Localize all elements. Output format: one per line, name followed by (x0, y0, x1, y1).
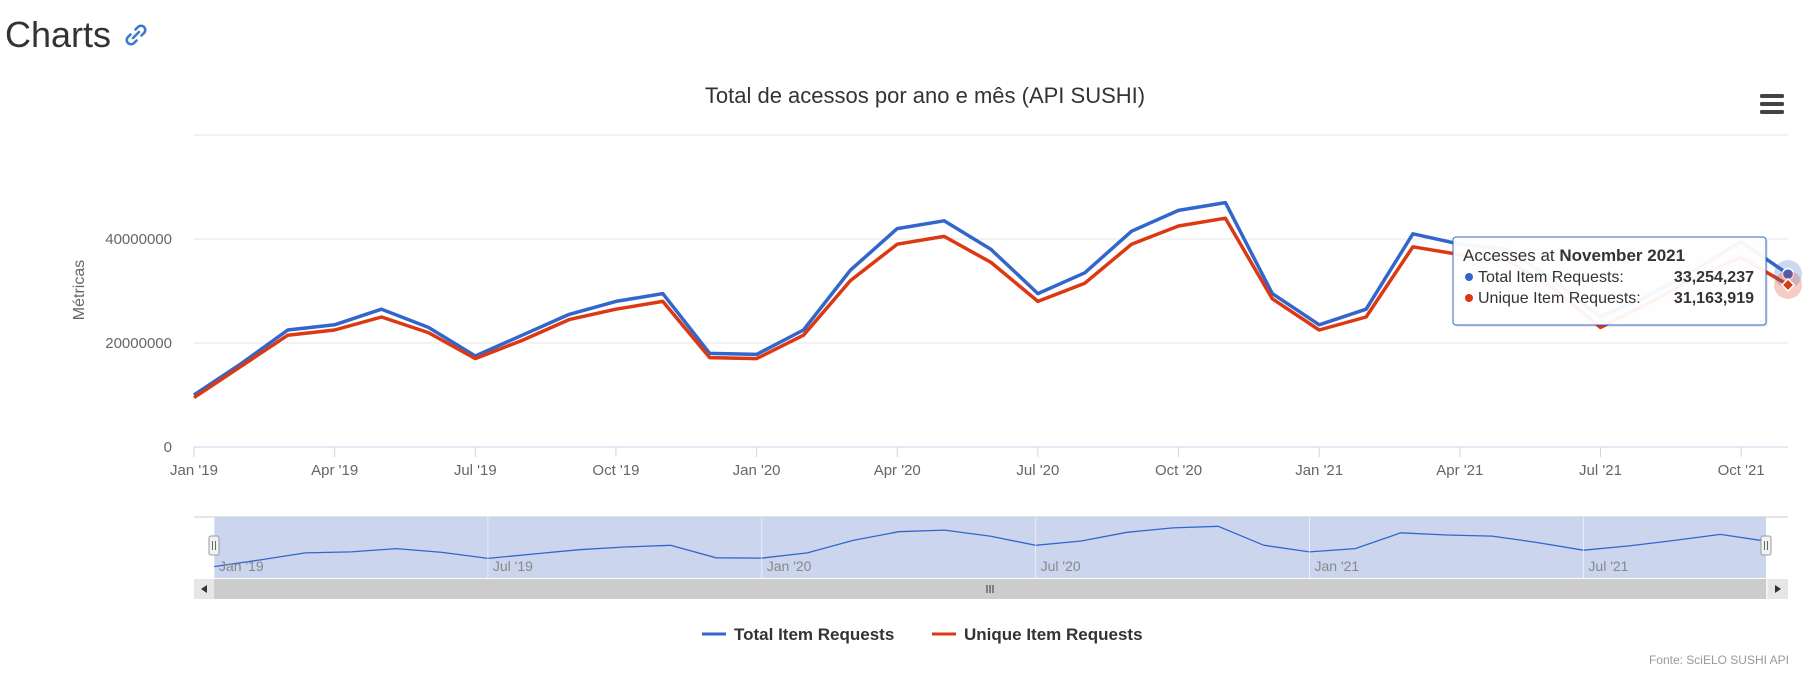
navigator[interactable]: Jan '19 Jul '19 Jan '20 Jul '20 Jan '21 Jul '… (194, 516, 1788, 599)
x-tick-label: Jul '21 (1579, 462, 1622, 479)
y-axis-title: Métricas (71, 260, 88, 320)
navigator-tick-label: Jul '21 (1588, 558, 1628, 574)
y-tick-label: 0 (164, 439, 172, 456)
tooltip-box (1452, 236, 1767, 326)
x-tick-label: Apr '21 (1436, 462, 1483, 479)
tooltip-period: November 2021 (1559, 246, 1685, 265)
legend: Total Item Requests Unique Item Requests (702, 625, 1143, 644)
page-title: Charts (5, 14, 112, 55)
tooltip-row-label: Total Item Requests: (1478, 269, 1624, 286)
x-tick-label: Oct '20 (1155, 462, 1202, 479)
legend-label: Total Item Requests (734, 625, 894, 644)
scrollbar[interactable] (194, 579, 1788, 599)
x-tick-label: Jan '21 (1295, 462, 1343, 479)
tooltip-prefix: Accesses at (1463, 246, 1559, 265)
handle-body (208, 535, 220, 556)
arrow-right-icon (1775, 585, 1781, 593)
legend-item[interactable]: Unique Item Requests (932, 625, 1143, 644)
navigator-tick-label: Jan '20 (767, 558, 812, 574)
handle-body (1760, 535, 1772, 556)
y-tick-label: 40000000 (105, 231, 172, 248)
tooltip-bullet (1465, 294, 1473, 302)
y-axis: 0 20000000 40000000 (105, 231, 172, 456)
x-axis: Jan '19 Apr '19 Jul '19 Oct '19 Jan '20 Apr '… (170, 446, 1788, 479)
navigator-left-handle[interactable] (208, 535, 220, 556)
navigator-tick-label: Jul '19 (493, 558, 533, 574)
tooltip-row-value: 33,254,237 (1674, 269, 1754, 286)
navigator-tick-label: Jul '20 (1041, 558, 1081, 574)
menu-icon[interactable] (1759, 93, 1785, 121)
x-tick-label: Apr '20 (874, 462, 921, 479)
x-tick-label: Jan '20 (733, 462, 781, 479)
navigator-series (213, 525, 1767, 568)
navigator-tick-label: Jan '19 (219, 558, 264, 574)
hover-point-unique (1780, 277, 1796, 293)
navigator-right-handle[interactable] (1760, 535, 1772, 556)
page-header: Charts (5, 14, 149, 56)
scroll-right-button[interactable] (1768, 579, 1788, 599)
navigator-tick-label: Jan '21 (1315, 558, 1360, 574)
link-icon[interactable] (123, 22, 149, 48)
tooltip-header: Accesses at November 2021 (1463, 246, 1685, 265)
x-tick-label: Oct '21 (1718, 462, 1765, 479)
legend-item[interactable]: Total Item Requests (702, 625, 894, 644)
x-tick-label: Jul '19 (454, 462, 497, 479)
y-tick-label: 20000000 (105, 335, 172, 352)
x-tick-label: Apr '19 (311, 462, 358, 479)
chart-title: Total de acessos por ano e mês (API SUSH… (705, 83, 1145, 108)
arrow-left-icon (201, 585, 207, 593)
tooltip: Accesses at November 2021 Total Item Requ… (1452, 236, 1768, 327)
tooltip-row-value: 31,163,919 (1674, 290, 1754, 307)
credits[interactable]: Fonte: SciELO SUSHI API (1649, 653, 1789, 667)
scroll-left-button[interactable] (194, 579, 214, 599)
x-tick-label: Jan '19 (170, 462, 218, 479)
x-tick-label: Oct '19 (592, 462, 639, 479)
tooltip-row-label: Unique Item Requests: (1478, 290, 1641, 307)
navigator-mask (214, 517, 1766, 578)
x-tick-label: Jul '20 (1016, 462, 1059, 479)
legend-label: Unique Item Requests (964, 625, 1143, 644)
tooltip-bullet (1465, 273, 1473, 281)
